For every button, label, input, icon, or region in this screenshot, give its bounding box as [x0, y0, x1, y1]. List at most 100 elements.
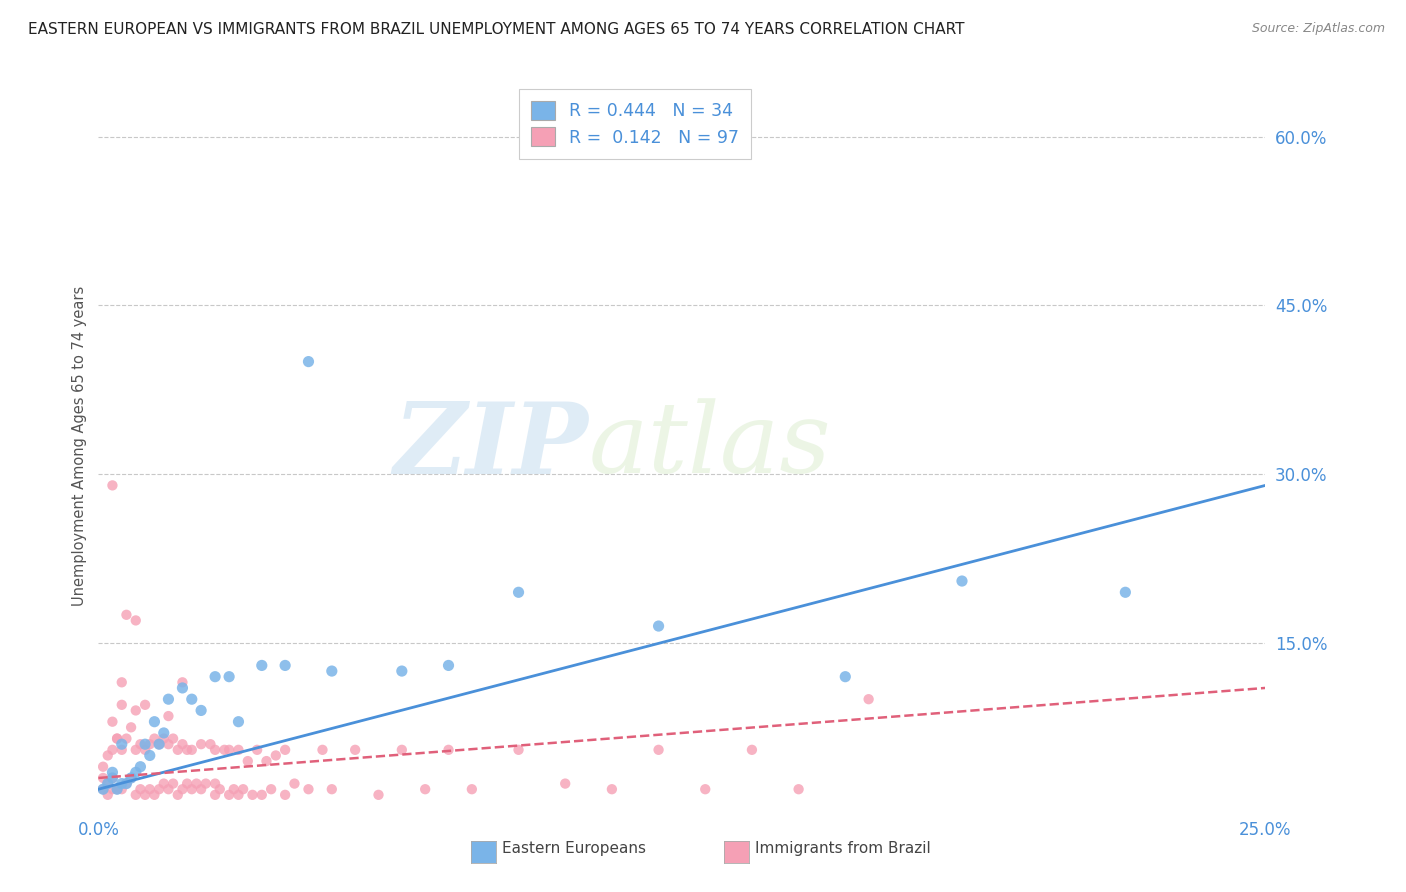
Point [274, 788, 297, 802]
Point [180, 692, 202, 706]
Point [176, 776, 198, 790]
Point [260, 782, 283, 797]
Point [134, 788, 156, 802]
Point [647, 743, 669, 757]
Point [111, 737, 134, 751]
Point [125, 614, 148, 628]
Point [180, 782, 202, 797]
Point [256, 754, 278, 768]
Point [228, 743, 250, 757]
Point [97, 788, 120, 802]
Point [157, 709, 180, 723]
Text: Source: ZipAtlas.com: Source: ZipAtlas.com [1251, 22, 1385, 36]
Point [157, 737, 180, 751]
Text: atlas: atlas [589, 399, 831, 493]
Point [97, 776, 120, 790]
Point [115, 607, 138, 622]
Point [120, 771, 142, 785]
Point [834, 670, 856, 684]
Point [111, 743, 134, 757]
Point [204, 788, 226, 802]
Point [152, 776, 174, 790]
Point [91, 760, 114, 774]
Point [125, 743, 148, 757]
Point [264, 748, 287, 763]
Point [139, 782, 162, 797]
Point [283, 776, 305, 790]
Text: EASTERN EUROPEAN VS IMMIGRANTS FROM BRAZIL UNEMPLOYMENT AMONG AGES 65 TO 74 YEAR: EASTERN EUROPEAN VS IMMIGRANTS FROM BRAZ… [28, 22, 965, 37]
Point [101, 765, 124, 780]
Point [97, 776, 120, 790]
Point [115, 776, 138, 790]
Point [228, 714, 250, 729]
Point [218, 788, 240, 802]
Point [129, 782, 152, 797]
Point [194, 776, 217, 790]
Text: Immigrants from Brazil: Immigrants from Brazil [755, 841, 931, 856]
Point [190, 703, 212, 717]
Point [218, 670, 240, 684]
Point [101, 478, 124, 492]
Point [139, 737, 162, 751]
Point [166, 743, 188, 757]
Point [204, 743, 226, 757]
Point [321, 664, 343, 678]
Point [105, 782, 128, 797]
Point [111, 698, 134, 712]
Point [391, 664, 413, 678]
Point [101, 771, 124, 785]
Point [125, 765, 148, 780]
Point [91, 771, 114, 785]
Point [157, 782, 180, 797]
Text: ZIP: ZIP [394, 398, 589, 494]
Point [208, 782, 231, 797]
Point [134, 737, 156, 751]
Point [152, 731, 174, 746]
Point [152, 726, 174, 740]
Point [695, 782, 717, 797]
Point [391, 743, 413, 757]
Point [246, 743, 269, 757]
Point [437, 743, 460, 757]
Point [321, 782, 343, 797]
Point [787, 782, 810, 797]
Point [508, 743, 530, 757]
Point [274, 658, 297, 673]
Point [101, 714, 124, 729]
Point [186, 776, 208, 790]
Point [143, 731, 166, 746]
Point [91, 782, 114, 797]
Point [157, 692, 180, 706]
Point [554, 776, 576, 790]
Point [143, 714, 166, 729]
Point [236, 754, 259, 768]
Point [218, 743, 240, 757]
Point [367, 788, 389, 802]
Point [162, 776, 184, 790]
Point [950, 574, 973, 588]
Point [115, 776, 138, 790]
Point [105, 731, 128, 746]
Point [600, 782, 623, 797]
Point [91, 782, 114, 797]
Point [134, 743, 156, 757]
Point [190, 782, 212, 797]
Text: Eastern Europeans: Eastern Europeans [502, 841, 645, 856]
Point [311, 743, 333, 757]
Point [190, 737, 212, 751]
Point [180, 743, 202, 757]
Point [120, 720, 142, 734]
Point [172, 737, 194, 751]
Point [125, 788, 148, 802]
Point [222, 782, 245, 797]
Point [101, 743, 124, 757]
Point [461, 782, 484, 797]
Point [344, 743, 367, 757]
Point [172, 675, 194, 690]
Point [111, 782, 134, 797]
Point [413, 782, 436, 797]
Point [297, 354, 319, 368]
Point [741, 743, 763, 757]
Legend: R = 0.444   N = 34, R =  0.142   N = 97: R = 0.444 N = 34, R = 0.142 N = 97 [519, 89, 751, 159]
Point [274, 743, 297, 757]
